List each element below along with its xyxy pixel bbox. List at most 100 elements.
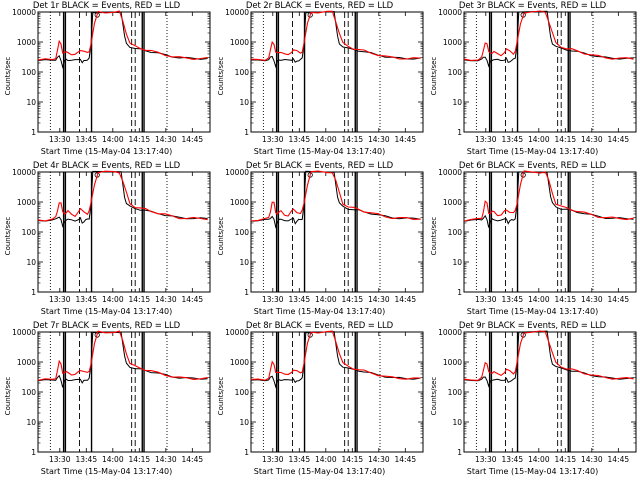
x-tick-label: 14:00	[102, 295, 124, 304]
x-tick-label: 13:45	[288, 295, 310, 304]
x-tick-label: 14:45	[395, 295, 417, 304]
x-tick-label: 14:30	[581, 455, 603, 464]
x-tick-label: 14:00	[315, 295, 337, 304]
x-tick-label: 14:30	[155, 295, 177, 304]
x-tick-label: 13:30	[262, 455, 284, 464]
y-tick-label: 10	[239, 98, 249, 107]
x-axis-label: Start Time (15-May-04 13:17:40)	[40, 467, 173, 476]
panel-title: Det 9r BLACK = Events, RED = LLD	[458, 321, 607, 331]
y-tick-label: 1	[31, 448, 36, 457]
y-tick-label: 100	[448, 228, 463, 237]
series-events-line	[37, 170, 208, 228]
x-tick-label: 13:30	[475, 295, 497, 304]
y-tick-label: 1000	[230, 198, 249, 207]
x-tick-label: 14:15	[555, 455, 577, 464]
x-tick-label: 14:45	[608, 135, 630, 144]
panel-title: Det 2r BLACK = Events, RED = LLD	[245, 1, 394, 11]
x-tick-label: 14:00	[528, 135, 550, 144]
y-tick-label: 10000	[12, 328, 36, 337]
y-axis-label: Counts/sec	[217, 216, 225, 256]
x-tick-label: 14:30	[155, 135, 177, 144]
series-lld-line	[250, 10, 421, 61]
y-axis-label: Counts/sec	[430, 376, 438, 416]
x-tick-label: 13:30	[475, 455, 497, 464]
y-tick-label: 10000	[438, 168, 462, 177]
x-tick-label: 14:30	[368, 295, 390, 304]
y-tick-label: 1	[244, 448, 249, 457]
y-tick-label: 10000	[225, 168, 249, 177]
plot-area: 1 10 100 1000 10000 13:30 13:45 14:00 14:15 14:30…	[225, 8, 424, 144]
series-lld-line	[37, 170, 208, 222]
x-tick-label: 13:30	[49, 135, 71, 144]
y-tick-label: 1	[457, 288, 462, 297]
series-lld-line	[463, 330, 634, 381]
x-tick-label: 13:30	[262, 135, 284, 144]
x-tick-label: 14:00	[528, 295, 550, 304]
x-tick-label: 14:45	[182, 455, 204, 464]
x-axis-label: Start Time (15-May-04 13:17:40)	[466, 307, 599, 316]
y-axis-label: Counts/sec	[217, 376, 225, 416]
x-tick-label: 13:45	[288, 135, 310, 144]
x-tick-label: 14:15	[555, 135, 577, 144]
y-tick-label: 1	[244, 128, 249, 137]
y-tick-label: 10	[239, 258, 249, 267]
y-tick-label: 1000	[230, 38, 249, 47]
x-axis-label: Start Time (15-May-04 13:17:40)	[253, 147, 386, 156]
y-tick-label: 100	[235, 388, 250, 397]
detector-panel: Det 7r BLACK = Events, RED = LLD 1 10 100 10…	[0, 320, 213, 480]
y-tick-label: 100	[235, 228, 250, 237]
x-tick-label: 14:45	[608, 295, 630, 304]
x-tick-label: 14:00	[315, 135, 337, 144]
y-tick-label: 10000	[438, 328, 462, 337]
series-lld-line	[37, 10, 208, 61]
x-tick-label: 13:45	[75, 295, 97, 304]
y-tick-label: 1000	[443, 198, 462, 207]
plot-area: 1 10 100 1000 10000 13:30 13:45 14:00 14:15 14:30…	[225, 168, 424, 304]
detector-panel: Det 5r BLACK = Events, RED = LLD 1 10 100 10…	[213, 160, 426, 320]
detector-panel: Det 3r BLACK = Events, RED = LLD 1 10 100 10…	[426, 0, 639, 160]
y-tick-label: 100	[22, 388, 37, 397]
x-tick-label: 13:30	[49, 455, 71, 464]
plot-area: 1 10 100 1000 10000 13:30 13:45 14:00 14:15 14:30…	[438, 8, 637, 144]
x-tick-label: 14:45	[182, 295, 204, 304]
series-events-line	[37, 331, 208, 388]
y-tick-label: 1000	[17, 38, 36, 47]
x-tick-label: 13:30	[49, 295, 71, 304]
detector-panel: Det 6r BLACK = Events, RED = LLD 1 10 100 10…	[426, 160, 639, 320]
y-axis-label: Counts/sec	[4, 216, 12, 256]
y-tick-label: 1000	[17, 198, 36, 207]
y-tick-label: 10000	[225, 8, 249, 17]
y-tick-label: 1	[457, 128, 462, 137]
panel-title: Det 3r BLACK = Events, RED = LLD	[458, 1, 607, 11]
y-tick-label: 100	[448, 68, 463, 77]
x-tick-label: 13:30	[475, 135, 497, 144]
detector-panel: Det 4r BLACK = Events, RED = LLD 1 10 100 10…	[0, 160, 213, 320]
plot-area: 1 10 100 1000 10000 13:30 13:45 14:00 14:15 14:30…	[225, 328, 424, 464]
x-tick-label: 13:45	[288, 455, 310, 464]
y-tick-label: 1000	[443, 358, 462, 367]
x-axis-label: Start Time (15-May-04 13:17:40)	[253, 467, 386, 476]
detector-panel: Det 1r BLACK = Events, RED = LLD 1 10 100 10…	[0, 0, 213, 160]
x-tick-label: 13:45	[501, 455, 523, 464]
x-axis-label: Start Time (15-May-04 13:17:40)	[466, 147, 599, 156]
series-events-line	[37, 11, 208, 70]
series-lld-line	[37, 330, 208, 381]
panel-title: Det 8r BLACK = Events, RED = LLD	[245, 321, 394, 331]
x-tick-label: 14:15	[129, 135, 151, 144]
y-tick-label: 1000	[443, 38, 462, 47]
plot-area: 1 10 100 1000 10000 13:30 13:45 14:00 14:15 14:30…	[12, 168, 211, 304]
panel-title: Det 4r BLACK = Events, RED = LLD	[32, 161, 181, 171]
x-tick-label: 13:45	[501, 135, 523, 144]
x-tick-label: 13:45	[75, 455, 97, 464]
x-tick-label: 13:45	[75, 135, 97, 144]
y-tick-label: 10	[26, 418, 36, 427]
x-tick-label: 14:30	[581, 135, 603, 144]
x-tick-label: 13:30	[262, 295, 284, 304]
series-lld-line	[250, 170, 421, 222]
x-tick-label: 14:30	[368, 455, 390, 464]
y-tick-label: 100	[22, 68, 37, 77]
panel-title: Det 7r BLACK = Events, RED = LLD	[32, 321, 181, 331]
x-tick-label: 14:30	[368, 135, 390, 144]
x-tick-label: 14:00	[102, 455, 124, 464]
